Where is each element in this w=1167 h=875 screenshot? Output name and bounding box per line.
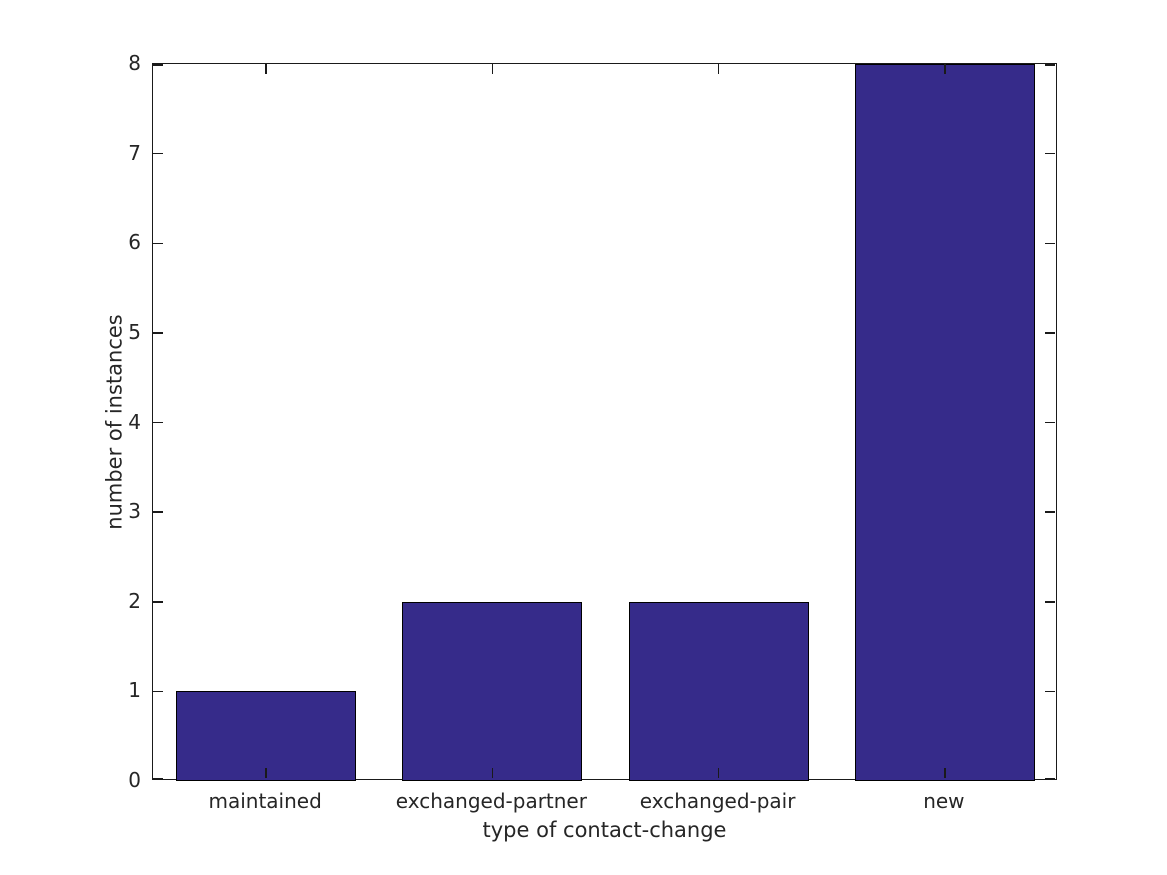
x-tick-top (717, 64, 720, 74)
plot-area (152, 63, 1057, 781)
y-tick-label: 1 (128, 678, 141, 703)
y-tick-right (1045, 511, 1055, 513)
y-tick-left (153, 421, 163, 424)
x-tick-top (944, 64, 946, 74)
x-tick-bottom (265, 768, 267, 778)
y-tick-right (1045, 601, 1055, 603)
bar-new (854, 64, 1035, 781)
x-tick-label-exchanged-pair: exchanged-pair (639, 789, 796, 813)
y-tick-right (1045, 64, 1055, 66)
x-tick-bottom (717, 768, 720, 778)
y-tick-label: 5 (128, 319, 141, 344)
y-tick-left (153, 601, 163, 603)
y-tick-label: 4 (128, 409, 141, 434)
y-tick-label: 3 (128, 499, 141, 524)
x-tick-label-exchanged-partner: exchanged-partner (395, 789, 587, 813)
y-tick-right (1045, 421, 1055, 424)
x-tick-bottom (944, 768, 946, 778)
y-tick-label: 6 (128, 230, 141, 255)
y-tick-right (1045, 332, 1055, 334)
y-tick-label: 7 (128, 140, 141, 165)
y-tick-label: 2 (128, 588, 141, 613)
y-tick-right (1045, 242, 1055, 244)
y-tick-left (153, 690, 163, 693)
y-tick-left (153, 778, 163, 780)
bar-exchanged-partner (402, 601, 583, 781)
y-tick-right (1045, 152, 1055, 155)
bar-exchanged-pair (628, 601, 809, 781)
y-tick-left (153, 152, 163, 155)
y-tick-right (1045, 778, 1055, 780)
y-tick-left (153, 332, 163, 334)
x-tick-label-new: new (923, 789, 965, 813)
y-tick-left (153, 511, 163, 513)
x-axis-title: type of contact-change (482, 818, 727, 842)
x-tick-bottom (491, 768, 494, 778)
x-tick-top (491, 64, 494, 74)
bar-maintained (176, 691, 357, 781)
y-tick-label: 0 (128, 768, 141, 792)
y-tick-left (153, 242, 163, 244)
x-tick-label-maintained: maintained (208, 789, 322, 813)
y-tick-left (153, 64, 163, 66)
y-tick-right (1045, 690, 1055, 693)
x-tick-top (265, 64, 267, 74)
y-tick-label: 8 (128, 51, 141, 75)
